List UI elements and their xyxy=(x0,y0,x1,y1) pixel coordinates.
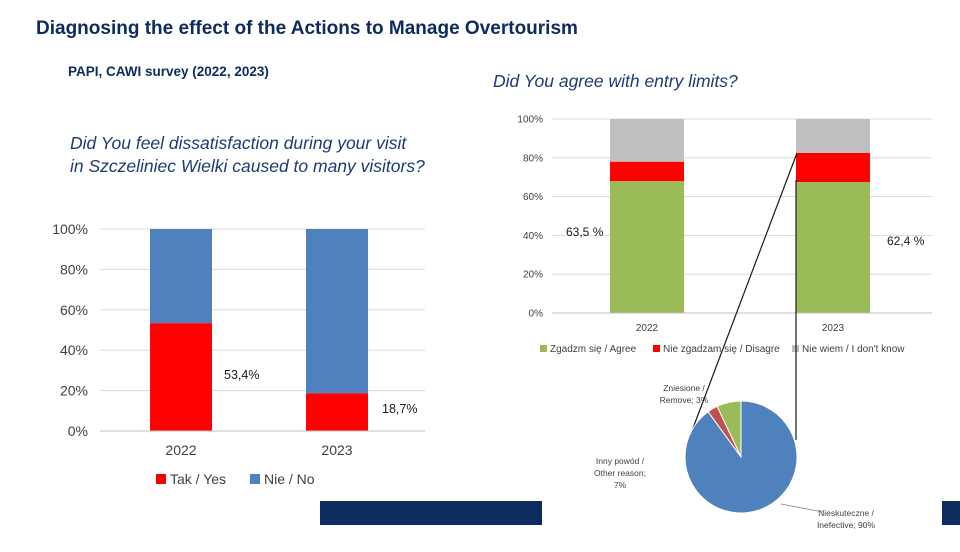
chart-2-connector-line xyxy=(689,152,798,437)
chart-2-x-tick-label: 2022 xyxy=(636,323,659,334)
chart-2-bar-2023-segment-2 xyxy=(796,152,870,183)
pie-label-inefective: Nieskuteczne / xyxy=(818,508,874,518)
chart-1-y-tick-label: 100% xyxy=(52,221,88,237)
chart-2-bar-2022-segment-1 xyxy=(610,181,684,313)
chart-2-title: Did You agree with entry limits? xyxy=(493,71,738,91)
chart-2-annotation: 63,5 % xyxy=(566,225,604,239)
chart-1-y-tick-label: 40% xyxy=(60,342,88,358)
chart-1-bar-2022-yes xyxy=(150,323,212,431)
chart-2-legend-swatch xyxy=(653,345,660,352)
chart-2-legend-label: Zgadzm się / Agree xyxy=(550,344,637,355)
chart-1-x-tick-label: 2022 xyxy=(165,442,196,458)
chart-2-y-tick-label: 40% xyxy=(523,231,543,242)
chart-1-x-tick-label: 2023 xyxy=(321,442,352,458)
chart-2-legend-swatch xyxy=(540,345,547,352)
chart-1-legend-swatch xyxy=(250,474,260,484)
chart-2-y-tick-label: 20% xyxy=(523,270,543,281)
chart-1-y-tick-label: 20% xyxy=(60,383,88,399)
chart-1-y-tick-label: 60% xyxy=(60,302,88,318)
chart-1-title-line-1: Did You feel dissatisfaction during your… xyxy=(70,133,407,153)
chart-2-bar-2022-segment-3 xyxy=(610,119,684,162)
chart-1-y-tick-label: 80% xyxy=(60,261,88,277)
chart-1-legend-swatch xyxy=(156,474,166,484)
chart-1-y-tick-label: 0% xyxy=(68,423,88,439)
chart-2-y-tick-label: 100% xyxy=(517,115,543,126)
pie-slice-other-reason xyxy=(716,400,742,458)
footer-band-left xyxy=(320,501,542,525)
chart-2-y-tick-label: 80% xyxy=(523,153,543,164)
chart-1-legend-label: Tak / Yes xyxy=(170,471,226,487)
chart-1-bar-2023-yes xyxy=(306,393,368,431)
chart-2-x-tick-label: 2023 xyxy=(822,323,845,334)
footer-band-right xyxy=(942,501,960,525)
pie-label-other-reason: 7% xyxy=(614,480,627,490)
chart-1-data-label: 18,7% xyxy=(382,402,417,416)
chart-1-bar-2023-no xyxy=(306,229,368,394)
chart-2-y-tick-label: 0% xyxy=(529,309,544,320)
chart-2-bar-2022-segment-2 xyxy=(610,161,684,182)
pie-label-remove: Zniesione / xyxy=(663,383,705,393)
chart-2-y-tick-label: 60% xyxy=(523,192,543,203)
chart-1-data-label: 53,4% xyxy=(224,368,259,382)
chart-1-title: Did You feel dissatisfaction during your… xyxy=(70,132,425,178)
pie-label-other-reason: Other reason; xyxy=(594,468,646,478)
pie-label-other-reason: Inny powód / xyxy=(596,456,645,466)
chart-1-bar-2022-no xyxy=(150,229,212,324)
page-title: Diagnosing the effect of the Actions to … xyxy=(36,18,578,39)
chart-1-title-line-2: in Szczeliniec Wielki caused to many vis… xyxy=(70,156,425,176)
pie-label-remove: Remove; 3% xyxy=(660,395,709,405)
chart-2-legend-label: Nie zgadzam się / Disagre xyxy=(663,344,780,355)
chart-2-bar-2023-segment-1 xyxy=(796,182,870,313)
page-subtitle: PAPI, CAWI survey (2022, 2023) xyxy=(68,64,269,79)
chart-2-bar-2023-segment-3 xyxy=(796,119,870,153)
pie-label-inefective: Inefective; 90% xyxy=(817,520,876,530)
chart-2-annotation: 62,4 % xyxy=(887,234,925,248)
pie-leader-line xyxy=(780,503,824,513)
chart-1-legend-label: Nie / No xyxy=(264,471,315,487)
chart-2-legend-label: Nie wiem / I don't know xyxy=(802,344,905,355)
